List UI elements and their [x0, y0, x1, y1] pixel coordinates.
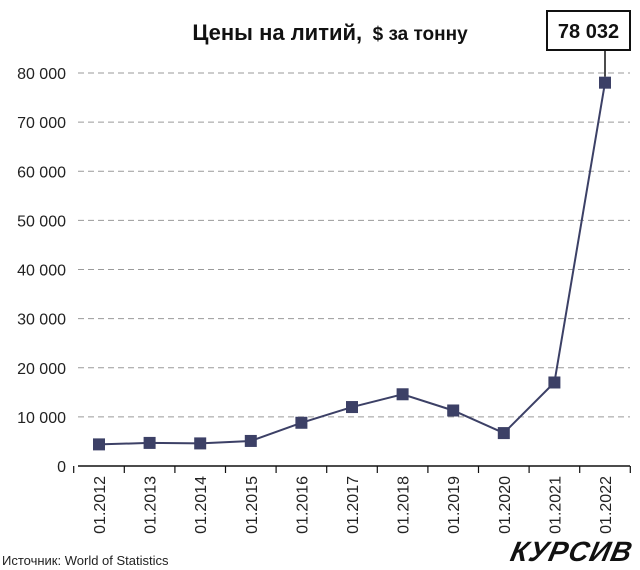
data-point — [143, 436, 156, 449]
x-tick-label: 01.2021 — [547, 476, 564, 534]
data-point — [93, 438, 105, 451]
x-axis: 01.2012 01.2013 01.2014 01.2015 01.2016 01.20… — [73, 465, 631, 534]
price-series — [93, 76, 611, 451]
x-tick-label: 01.2020 — [497, 476, 514, 534]
chart-title-unit: $ за тонну — [373, 24, 468, 45]
data-point — [396, 388, 409, 401]
y-tick-label: 20 000 — [17, 361, 66, 378]
y-tick-label: 30 000 — [17, 312, 66, 329]
callout-box — [546, 10, 631, 51]
data-point — [295, 416, 308, 429]
y-tick-label: 10 000 — [17, 410, 66, 427]
chart-title-main: Цены на литий, — [192, 20, 362, 45]
y-tick-label: 70 000 — [17, 115, 66, 132]
series-line — [98, 82, 606, 446]
publisher-logo: КУРСИВ — [507, 536, 636, 567]
x-tick-label: 01.2012 — [92, 476, 109, 534]
x-tick-label: 01.2015 — [244, 476, 261, 534]
max-value-callout: 78 032 — [546, 10, 631, 77]
data-point — [599, 76, 611, 89]
y-tick-label: 80 000 — [17, 66, 66, 83]
data-point — [194, 437, 207, 450]
x-tick-label: 01.2019 — [446, 476, 463, 534]
data-point — [346, 401, 358, 414]
grid-lines — [78, 72, 630, 418]
y-tick-label: 0 — [57, 459, 66, 476]
source-note: Источник: World of Statistics — [2, 553, 169, 568]
y-tick-label: 50 000 — [17, 213, 66, 230]
y-axis-ticks: 0 10 000 20 000 30 000 40 000 50 000 60 000 70 … — [17, 66, 66, 476]
data-point — [244, 434, 257, 447]
data-point — [497, 427, 510, 440]
x-tick-label: 01.2013 — [143, 476, 160, 534]
y-tick-label: 40 000 — [17, 263, 66, 280]
y-tick-label: 60 000 — [17, 164, 66, 181]
x-tick-label: 01.2017 — [345, 476, 362, 534]
x-tick-label: 01.2014 — [193, 476, 210, 534]
chart-title: Цены на литий, $ за тонну — [192, 20, 468, 45]
x-tick-label: 01.2018 — [396, 476, 413, 534]
x-tick-label: 01.2016 — [294, 476, 311, 534]
data-point — [447, 404, 460, 417]
callout-value: 78 032 — [558, 21, 619, 43]
data-point — [548, 376, 561, 389]
x-tick-label: 01.2022 — [598, 476, 615, 534]
